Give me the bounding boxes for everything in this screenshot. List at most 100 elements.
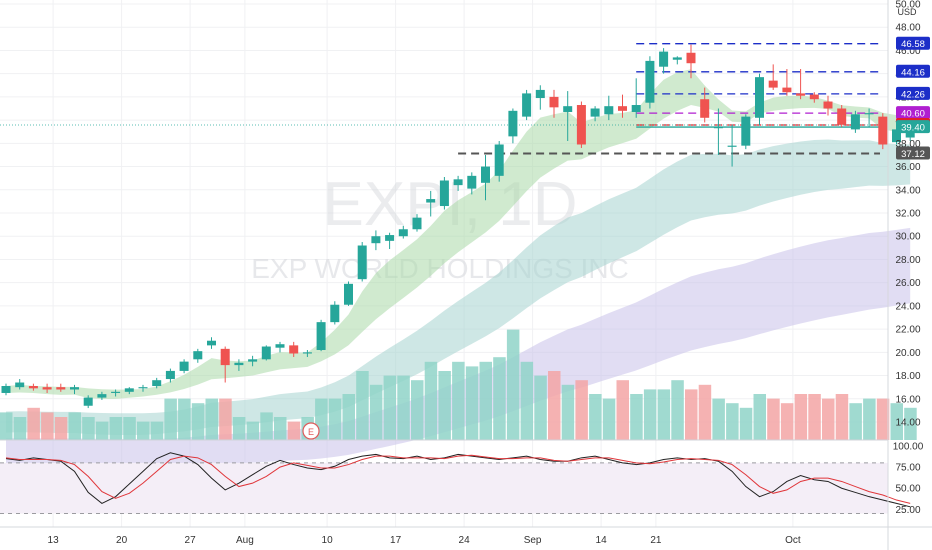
candle-body (289, 345, 299, 354)
candle-body (522, 93, 532, 117)
candle-body (344, 283, 353, 305)
price-tick-label: 14.00 (895, 418, 920, 429)
volume-bar (164, 398, 177, 440)
price-tag-label: 42.26 (901, 89, 925, 100)
ema-band-1 (6, 69, 911, 400)
candle-body (535, 89, 545, 99)
volume-bar (109, 417, 123, 440)
candle-body (398, 229, 408, 237)
currency-label: USD (897, 7, 917, 17)
volume-bar (178, 398, 191, 440)
volume-bar (712, 398, 725, 440)
price-tag: 39.40 (896, 120, 930, 134)
volume-bar (890, 403, 903, 440)
earnings-marker[interactable]: E (302, 422, 320, 440)
volume-bar (424, 361, 438, 440)
candle-body (823, 101, 833, 109)
candle-body (631, 105, 641, 112)
candle-body (467, 175, 477, 189)
price-tag: 46.58 (896, 36, 930, 50)
volume-bar (643, 389, 657, 440)
candle-body (412, 217, 422, 230)
volume-bar (698, 384, 712, 440)
candle-body (165, 370, 175, 380)
stochastic-k-line (5, 452, 911, 508)
candle-body (42, 387, 52, 390)
price-tag-bg (896, 86, 930, 100)
volume-bar (150, 421, 164, 440)
candle-body (234, 362, 244, 366)
volume-bar (616, 380, 629, 440)
volume-bar (630, 394, 643, 440)
price-tick-label: 32.00 (895, 209, 920, 220)
candle-body (385, 235, 395, 241)
volume-bar (575, 380, 588, 440)
time-tick-label: 17 (390, 535, 402, 546)
volume-bar (137, 421, 150, 440)
ema-bands (6, 69, 911, 468)
price-tag: 37.12 (896, 146, 930, 160)
time-tick-label: Oct (785, 535, 801, 546)
volume-bar (82, 417, 95, 440)
earnings-marker-label: E (308, 427, 314, 437)
candle-body (124, 388, 134, 392)
candle-body (645, 60, 655, 103)
candle-body (837, 108, 847, 125)
volume-bar (904, 407, 917, 440)
price-tick-label: 16.00 (895, 394, 920, 405)
volume-bar (657, 389, 671, 440)
candle-body (371, 236, 381, 244)
volume-bar (438, 371, 451, 440)
volume-bar (602, 398, 616, 440)
candle-body (481, 166, 490, 183)
ema-band-2 (6, 139, 911, 435)
volume-bar (726, 403, 739, 440)
volume-bar (685, 389, 698, 440)
price-tag-label: 44.16 (901, 67, 925, 78)
volume-bar (411, 380, 424, 440)
price-tag: 40.60 (896, 106, 930, 120)
volume-bar (205, 398, 218, 440)
candle-body (878, 116, 888, 145)
candle-body (864, 113, 874, 115)
candle-body (686, 52, 696, 64)
candle-body (590, 108, 600, 117)
candle-body (563, 106, 573, 112)
candle-body (727, 145, 737, 147)
candle-body (659, 51, 669, 67)
price-tag-bg (896, 36, 930, 50)
candle-body (549, 96, 559, 108)
price-tick-label: 46.00 (895, 46, 920, 57)
price-tick-label: 26.00 (895, 278, 920, 289)
candle-body (220, 348, 230, 366)
stochastic-axis: 100.00 75.00 50.00 25.00 (893, 442, 924, 516)
volume-bar (780, 403, 794, 440)
candle-body (508, 110, 518, 137)
volume-bar (452, 361, 465, 440)
candle-body (248, 359, 258, 362)
price-tag-label: 39.40 (901, 123, 925, 134)
candle-body (713, 127, 723, 129)
price-tag-label: 40.60 (901, 109, 925, 120)
candle-body (152, 380, 162, 387)
time-tick-label: 24 (459, 535, 471, 546)
candle-body (28, 386, 38, 389)
time-tick-label: Aug (236, 535, 254, 546)
candle-body (782, 87, 792, 93)
volume-bar (397, 375, 410, 440)
candle-body (850, 114, 860, 130)
stochastic-pane (0, 452, 911, 515)
volume-bar (260, 412, 273, 440)
candle-body (439, 180, 449, 207)
volume-bar (68, 412, 81, 440)
candle-body (138, 387, 148, 389)
volume-bar (794, 394, 808, 440)
time-tick-label: 14 (596, 535, 608, 546)
volume-bar (506, 329, 520, 440)
candle-body (330, 304, 340, 323)
volume-bar (342, 394, 355, 440)
volume-bar (822, 398, 835, 440)
candle-body (892, 129, 901, 143)
